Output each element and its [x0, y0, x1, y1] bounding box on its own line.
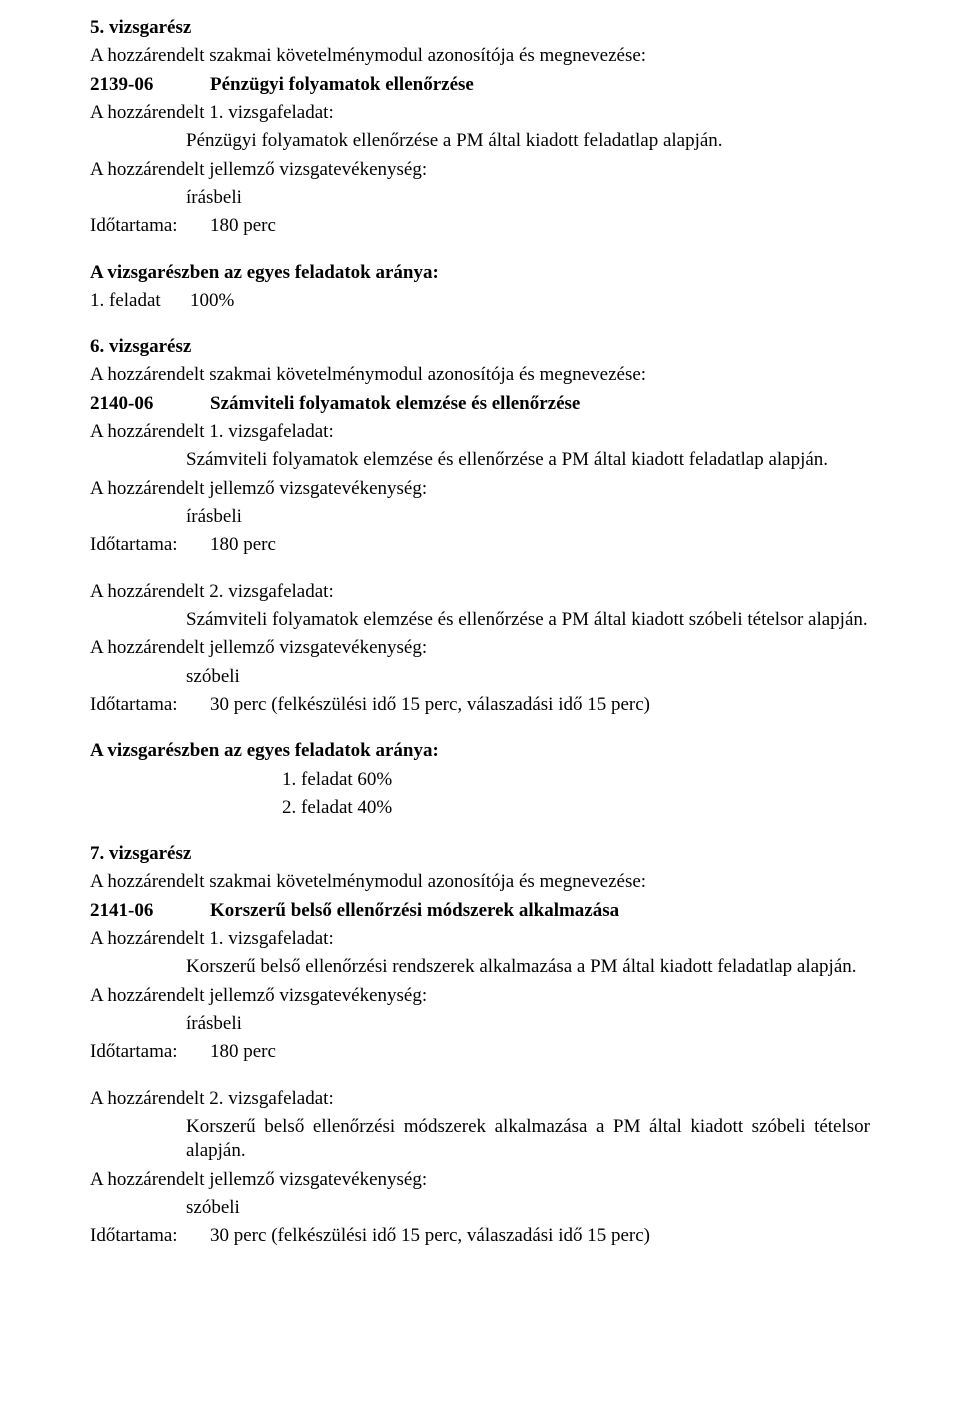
section6-duration-val: 180 perc — [210, 533, 870, 557]
section7-activity-label: A hozzárendelt jellemző vizsgatevékenysé… — [90, 984, 870, 1008]
section5-module-title: Pénzügyi folyamatok ellenőrzése — [210, 73, 870, 97]
section6-task1-label: A hozzárendelt 1. vizsgafeladat: — [90, 420, 870, 444]
section7-duration-row: Időtartama: 180 perc — [90, 1040, 870, 1064]
section6-task2-label: A hozzárendelt 2. vizsgafeladat: — [90, 580, 870, 604]
section5-heading: 5. vizsgarész — [90, 16, 870, 40]
section7-module-row: 2141-06 Korszerű belső ellenőrzési módsz… — [90, 899, 870, 923]
section7-module-intro: A hozzárendelt szakmai követelménymodul … — [90, 870, 870, 894]
section6-module-intro: A hozzárendelt szakmai követelménymodul … — [90, 363, 870, 387]
section6-duration-row: Időtartama: 180 perc — [90, 533, 870, 557]
section7-duration2-row: Időtartama: 30 perc (felkészülési idő 15… — [90, 1224, 870, 1248]
section5-duration-val: 180 perc — [210, 214, 870, 238]
section5-weight-row1: 1. feladat 100% — [90, 289, 870, 313]
section6-duration2-val: 30 perc (felkészülési idő 15 perc, válas… — [210, 693, 870, 717]
section5-module-row: 2139-06 Pénzügyi folyamatok ellenőrzése — [90, 73, 870, 97]
section6-duration-label: Időtartama: — [90, 533, 210, 557]
section5-weight-label1: 1. feladat — [90, 289, 190, 313]
section7-duration-val: 180 perc — [210, 1040, 870, 1064]
section7-duration-label: Időtartama: — [90, 1040, 210, 1064]
section7-module-title: Korszerű belső ellenőrzési módszerek alk… — [210, 899, 870, 923]
section5-duration-row: Időtartama: 180 perc — [90, 214, 870, 238]
section6-task1-body: Számviteli folyamatok elemzése és ellenő… — [90, 448, 870, 472]
section7-task1-label: A hozzárendelt 1. vizsgafeladat: — [90, 927, 870, 951]
section6-activity2-label: A hozzárendelt jellemző vizsgatevékenysé… — [90, 636, 870, 660]
section5-weight-val1: 100% — [190, 289, 234, 313]
section6-heading: 6. vizsgarész — [90, 335, 870, 359]
section6-weight-row2: 2. feladat 40% — [90, 796, 870, 820]
section6-activity-val: írásbeli — [90, 505, 870, 529]
section6-module-code: 2140-06 — [90, 392, 210, 416]
section5-activity-val: írásbeli — [90, 186, 870, 210]
section7-activity-val: írásbeli — [90, 1012, 870, 1036]
section6-weights-heading: A vizsgarészben az egyes feladatok arány… — [90, 739, 870, 763]
section7-task2-label: A hozzárendelt 2. vizsgafeladat: — [90, 1087, 870, 1111]
section7-duration2-val: 30 perc (felkészülési idő 15 perc, válas… — [210, 1224, 870, 1248]
section5-task1-body: Pénzügyi folyamatok ellenőrzése a PM ált… — [90, 129, 870, 153]
section6-activity2-val: szóbeli — [90, 665, 870, 689]
section5-weights-heading: A vizsgarészben az egyes feladatok arány… — [90, 261, 870, 285]
section6-duration2-label: Időtartama: — [90, 693, 210, 717]
section6-activity-label: A hozzárendelt jellemző vizsgatevékenysé… — [90, 477, 870, 501]
section5-module-code: 2139-06 — [90, 73, 210, 97]
section7-task1-body: Korszerű belső ellenőrzési rendszerek al… — [90, 955, 870, 979]
section6-duration2-row: Időtartama: 30 perc (felkészülési idő 15… — [90, 693, 870, 717]
section5-task1-label: A hozzárendelt 1. vizsgafeladat: — [90, 101, 870, 125]
section7-heading: 7. vizsgarész — [90, 842, 870, 866]
section7-task2-body: Korszerű belső ellenőrzési módszerek alk… — [90, 1115, 870, 1164]
section5-activity-label: A hozzárendelt jellemző vizsgatevékenysé… — [90, 158, 870, 182]
section7-activity2-label: A hozzárendelt jellemző vizsgatevékenysé… — [90, 1168, 870, 1192]
section6-weight-row1: 1. feladat 60% — [90, 768, 870, 792]
section5-duration-label: Időtartama: — [90, 214, 210, 238]
section6-task2-body: Számviteli folyamatok elemzése és ellenő… — [90, 608, 870, 632]
section5-module-intro: A hozzárendelt szakmai követelménymodul … — [90, 44, 870, 68]
section6-module-title: Számviteli folyamatok elemzése és ellenő… — [210, 392, 870, 416]
section7-module-code: 2141-06 — [90, 899, 210, 923]
section7-duration2-label: Időtartama: — [90, 1224, 210, 1248]
section6-module-row: 2140-06 Számviteli folyamatok elemzése é… — [90, 392, 870, 416]
section7-activity2-val: szóbeli — [90, 1196, 870, 1220]
